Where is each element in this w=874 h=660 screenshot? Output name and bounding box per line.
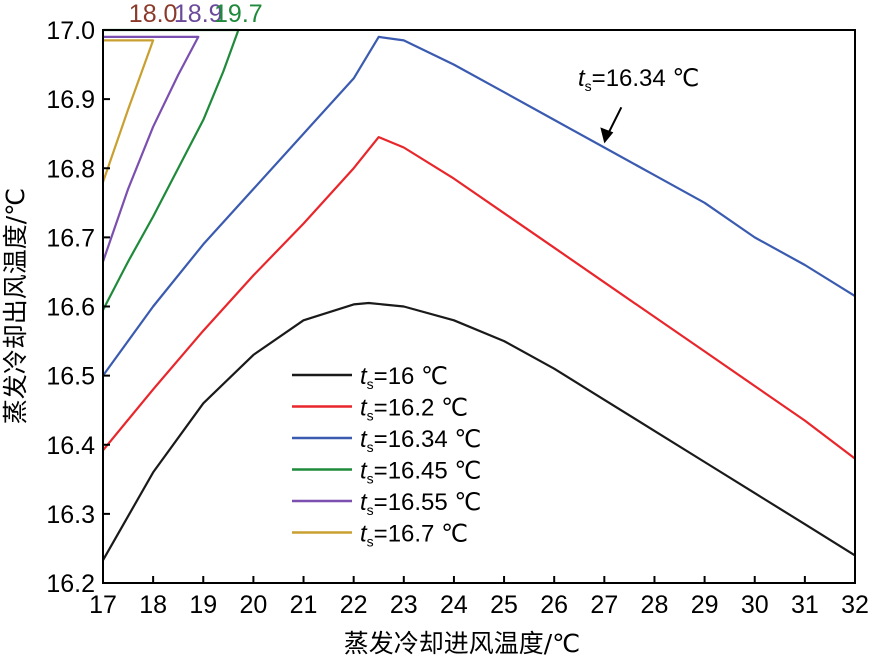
x-tick-label: 24 (440, 591, 468, 619)
x-tick-label: 22 (340, 591, 368, 619)
x-axis-label: 蒸发冷却进风温度/℃ (344, 629, 581, 658)
y-tick-label: 16.6 (46, 294, 95, 322)
x-tick-label: 21 (290, 591, 318, 619)
annotation-label: 19.7 (214, 0, 263, 28)
legend-label: ts=16.34 ℃ (360, 426, 481, 455)
series-line-3 (102, 28, 240, 311)
x-tick-label: 28 (641, 591, 669, 619)
x-tick-label: 29 (691, 591, 719, 619)
y-tick-label: 16.4 (46, 432, 95, 460)
series-line-2 (102, 35, 856, 377)
x-tick-label: 19 (189, 591, 217, 619)
legend-label: ts=16.7 ℃ (360, 521, 468, 550)
annotation-label: ts=16.34 ℃ (578, 65, 699, 94)
y-tick-label: 16.8 (46, 155, 95, 183)
x-tick-label: 17 (89, 591, 117, 619)
x-tick-label: 32 (841, 591, 869, 619)
legend-label: ts=16 ℃ (360, 363, 448, 392)
annotation-label: 18.0 (129, 0, 178, 28)
series-line-0 (102, 301, 856, 561)
x-tick-label: 27 (590, 591, 618, 619)
y-tick-label: 16.5 (46, 363, 95, 391)
y-axis-label: 蒸发冷却出风温度/℃ (1, 188, 30, 425)
y-tick-label: 16.2 (46, 570, 95, 598)
y-tick-label: 16.7 (46, 224, 95, 252)
y-tick-label: 17.0 (46, 17, 95, 45)
x-tick-label: 30 (741, 591, 769, 619)
y-tick-label: 16.3 (46, 501, 95, 529)
legend-label: ts=16.45 ℃ (360, 458, 481, 487)
series-line-4 (101, 35, 200, 262)
x-tick-label: 18 (139, 591, 167, 619)
series-line-1 (102, 136, 856, 460)
x-tick-label: 31 (791, 591, 819, 619)
annotation-arrow-head (600, 127, 614, 144)
y-tick-label: 16.9 (46, 86, 95, 114)
legend-label: ts=16.55 ℃ (360, 489, 481, 518)
x-tick-label: 26 (540, 591, 568, 619)
series-line-5 (101, 39, 155, 183)
annotation-label: 18.9 (174, 0, 223, 28)
x-tick-label: 25 (490, 591, 518, 619)
legend-label: ts=16.2 ℃ (360, 395, 468, 424)
plot-area: 17 18 19 20 21 22 23 24 25 26 27 28 29 30 31 32 16.2 16.3… (46, 0, 869, 619)
x-tick-label: 20 (239, 591, 267, 619)
annotation-arrow-shaft (606, 106, 623, 136)
x-tick-label: 23 (390, 591, 418, 619)
